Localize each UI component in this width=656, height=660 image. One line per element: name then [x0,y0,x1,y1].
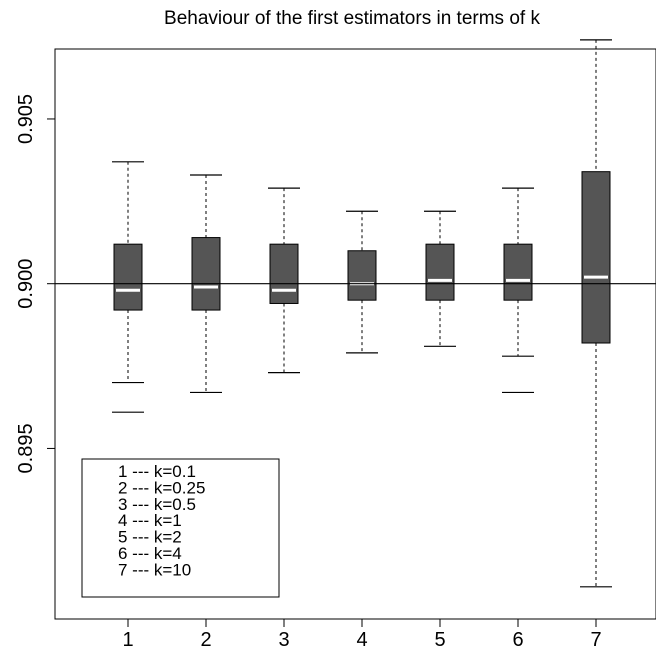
box-2 [190,174,222,394]
y-tick-label-0.895: 0.895 [15,423,37,473]
box-6 [502,187,534,394]
legend-entry-1: 1 --- k=0.1 [118,462,196,481]
y-tick-label-0.900: 0.900 [15,259,37,309]
legend-box [81,458,280,598]
box-body [269,243,299,304]
box-1 [112,161,144,413]
legend: 1 --- k=0.12 --- k=0.253 --- k=0.54 --- … [81,458,280,598]
box-body [113,243,143,311]
box-4 [346,210,378,354]
legend-entry-3: 3 --- k=0.5 [118,495,196,514]
x-tick-label-1: 1 [122,629,133,651]
chart-title: Behaviour of the first estimators in ter… [164,8,540,29]
x-axis: 1 2 3 4 5 6 7 [122,619,602,651]
legend-entry-5: 5 --- k=2 [118,528,182,547]
legend-entry-2: 2 --- k=0.25 [118,478,205,497]
x-tick-label-7: 7 [590,629,601,651]
box-body [425,243,455,301]
x-tick-label-3: 3 [278,629,289,651]
boxes-layer [112,39,612,588]
box-3 [268,187,300,374]
legend-entry-6: 6 --- k=4 [118,544,182,563]
legend-entry-4: 4 --- k=1 [118,511,182,530]
box-body [503,243,533,301]
y-tick-label-0.905: 0.905 [15,94,37,144]
x-tick-label-4: 4 [356,629,367,651]
box-5 [424,210,456,347]
box-body [347,250,377,301]
box-body [581,171,611,344]
plot-frame [54,48,656,620]
legend-entry-7: 7 --- k=10 [118,560,191,579]
y-axis: 0.895 0.900 0.905 [15,94,55,473]
x-tick-label-5: 5 [434,629,445,651]
box-7 [580,39,612,588]
box-body [191,237,221,311]
x-tick-label-6: 6 [512,629,523,651]
x-tick-label-2: 2 [200,629,211,651]
